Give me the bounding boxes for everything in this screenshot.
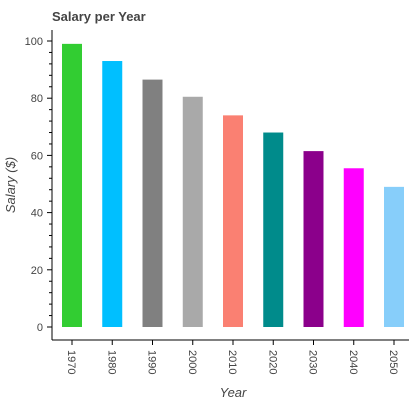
x-tick-label: 2020 xyxy=(266,350,278,374)
bar-2010 xyxy=(223,115,243,327)
bar-2030 xyxy=(303,151,324,327)
chart-title: Salary per Year xyxy=(52,9,146,24)
x-axis-title: Year xyxy=(220,385,247,400)
y-tick-label: 60 xyxy=(31,150,43,162)
x-tick-label: 1980 xyxy=(105,350,117,374)
y-ticks: 0 20 40 60 80 100 xyxy=(25,36,52,334)
bar-2020 xyxy=(263,132,284,327)
bar-2040 xyxy=(343,168,364,327)
x-tick-label: 1970 xyxy=(65,350,77,374)
bars-layer xyxy=(62,43,404,328)
bar-1990 xyxy=(142,79,163,327)
x-tick-label: 2010 xyxy=(226,350,238,374)
y-tick-label: 20 xyxy=(31,265,43,277)
y-tick-label: 0 xyxy=(37,322,43,334)
y-axis-title: Salary ($) xyxy=(3,157,18,213)
bar-2050 xyxy=(384,186,404,327)
bar-1980 xyxy=(102,61,123,328)
y-tick-label: 40 xyxy=(31,208,43,220)
bar-2000 xyxy=(182,96,203,328)
x-tick-label: 2040 xyxy=(347,350,359,374)
x-tick-label: 2030 xyxy=(307,350,319,374)
x-tick-label: 2000 xyxy=(186,350,198,374)
y-tick-label: 100 xyxy=(25,36,43,48)
x-ticks: 1970 1980 1990 2000 2010 2020 2030 2040 2050 xyxy=(65,340,399,374)
x-tick-label: 1990 xyxy=(146,350,158,374)
x-tick-label: 2050 xyxy=(387,350,399,374)
y-tick-label: 80 xyxy=(31,93,43,105)
bar-1970 xyxy=(62,43,82,328)
